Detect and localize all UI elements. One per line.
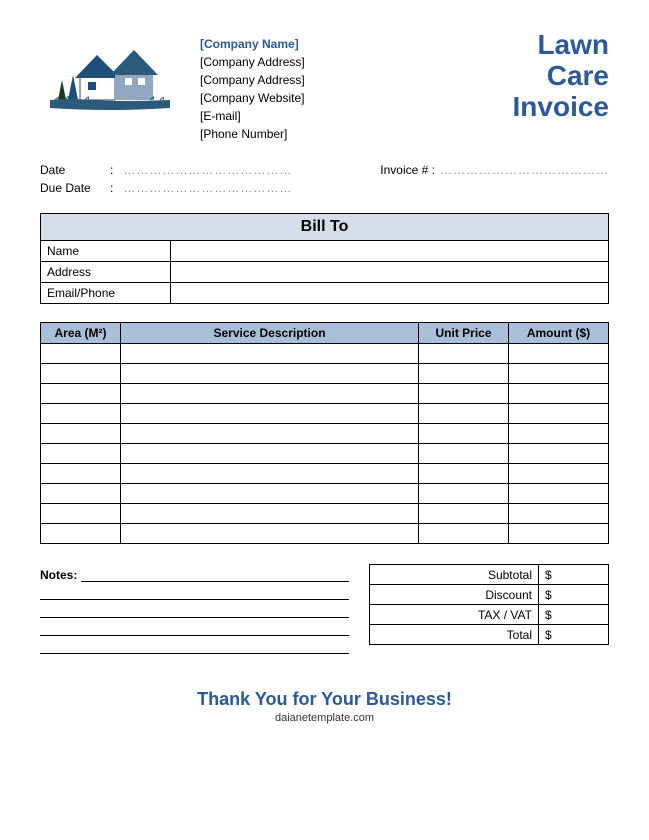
billto-row: Email/Phone [41,283,609,304]
service-cell[interactable] [419,364,509,384]
service-cell[interactable] [419,404,509,424]
service-cell[interactable] [419,424,509,444]
service-cell[interactable] [41,364,121,384]
service-cell[interactable] [121,444,419,464]
company-line: [Company Address] [200,53,493,71]
service-row [41,524,609,544]
service-cell[interactable] [419,524,509,544]
service-row [41,424,609,444]
service-cell[interactable] [419,504,509,524]
tax-value[interactable]: $ [539,605,609,625]
total-value[interactable]: $ [539,625,609,645]
services-table: Area (M²) Service Description Unit Price… [40,322,609,544]
services-header-row: Area (M²) Service Description Unit Price… [41,323,609,344]
company-info: [Company Name] [Company Address] [Compan… [200,30,493,143]
service-cell[interactable] [509,464,609,484]
service-cell[interactable] [121,504,419,524]
service-cell[interactable] [509,484,609,504]
service-row [41,364,609,384]
billto-table: Bill To Name Address Email/Phone [40,213,609,304]
service-cell[interactable] [509,344,609,364]
totals: Subtotal$ Discount$ TAX / VAT$ Total$ [369,564,609,654]
service-row [41,444,609,464]
billto-header: Bill To [41,214,609,241]
services-section: Area (M²) Service Description Unit Price… [40,322,609,544]
service-cell[interactable] [41,384,121,404]
service-cell[interactable] [41,464,121,484]
billto-row: Address [41,262,609,283]
billto-row: Name [41,241,609,262]
service-row [41,384,609,404]
service-cell[interactable] [419,464,509,484]
billto-emailphone-value[interactable] [171,283,609,304]
notes-line[interactable] [40,582,349,600]
service-cell[interactable] [121,384,419,404]
billto-name-value[interactable] [171,241,609,262]
service-cell[interactable] [509,364,609,384]
date-label: Date [40,163,100,177]
service-cell[interactable] [419,444,509,464]
duedate-value[interactable]: ………………………………… [123,181,292,195]
totals-row: TAX / VAT$ [370,605,609,625]
service-row [41,464,609,484]
service-cell[interactable] [419,484,509,504]
discount-value[interactable]: $ [539,585,609,605]
notes-line[interactable] [81,564,349,582]
service-cell[interactable] [419,344,509,364]
logo [40,30,180,120]
notes-line[interactable] [40,600,349,618]
notes-line[interactable] [40,636,349,654]
thankyou: Thank You for Your Business! [40,689,609,710]
service-cell[interactable] [121,424,419,444]
service-cell[interactable] [41,524,121,544]
service-cell[interactable] [509,424,609,444]
service-cell[interactable] [41,504,121,524]
company-line: [Phone Number] [200,125,493,143]
invoice-num-value[interactable]: ………………………………… [440,163,609,177]
billto-section: Bill To Name Address Email/Phone [40,213,609,304]
totals-row: Total$ [370,625,609,645]
service-cell[interactable] [41,344,121,364]
invoice-title: Lawn Care Invoice [513,30,609,143]
service-cell[interactable] [121,364,419,384]
service-cell[interactable] [419,384,509,404]
service-cell[interactable] [121,344,419,364]
service-cell[interactable] [41,484,121,504]
company-line: [Company Address] [200,71,493,89]
service-row [41,484,609,504]
service-cell[interactable] [509,524,609,544]
bottom-section: Notes: Subtotal$ Discount$ TAX / VAT$ To… [40,564,609,654]
notes-line[interactable] [40,618,349,636]
notes-label: Notes: [40,568,77,582]
service-cell[interactable] [41,404,121,424]
company-name: [Company Name] [200,35,493,53]
service-cell[interactable] [509,444,609,464]
service-cell[interactable] [121,404,419,424]
subtotal-value[interactable]: $ [539,565,609,585]
company-line: [Company Website] [200,89,493,107]
service-cell[interactable] [509,504,609,524]
totals-row: Subtotal$ [370,565,609,585]
service-cell[interactable] [121,484,419,504]
meta-date-row: Date : ………………………………… Invoice # : …………………… [40,163,609,177]
company-line: [E-mail] [200,107,493,125]
header: [Company Name] [Company Address] [Compan… [40,30,609,143]
meta-duedate-row: Due Date : ………………………………… [40,181,609,195]
service-cell[interactable] [121,464,419,484]
service-cell[interactable] [509,404,609,424]
notes: Notes: [40,564,349,654]
billto-address-value[interactable] [171,262,609,283]
service-row [41,344,609,364]
site-url: daianetemplate.com [40,712,609,724]
date-value[interactable]: ………………………………… [123,163,292,177]
service-cell[interactable] [41,444,121,464]
service-cell[interactable] [509,384,609,404]
service-row [41,504,609,524]
duedate-label: Due Date [40,181,100,195]
totals-row: Discount$ [370,585,609,605]
invoice-num-label: Invoice # : [380,163,435,177]
service-cell[interactable] [41,424,121,444]
service-cell[interactable] [121,524,419,544]
service-row [41,404,609,424]
